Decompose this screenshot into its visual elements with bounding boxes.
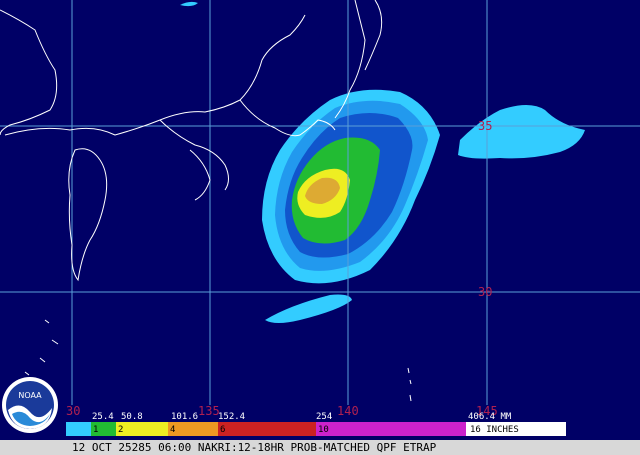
footer-text: 12 OCT 25285 06:00 NAKRI:12-18HR PROB-MA… [72, 441, 437, 454]
map-shape [66, 422, 91, 436]
map-shape [0, 9, 58, 136]
mm-label: 254 [316, 412, 332, 422]
lon-label: 135 [198, 404, 220, 418]
inch-label: 16 INCHES [470, 425, 519, 435]
footer-bar [0, 440, 640, 455]
map-shape [458, 105, 585, 159]
map-shape [180, 1, 198, 7]
inch-label: 6 [220, 425, 225, 435]
graticule [0, 0, 640, 420]
map-shape [305, 177, 340, 204]
mm-label: 101.6 [171, 412, 198, 422]
lon-label: 145 [476, 404, 498, 418]
map-shape [159, 119, 229, 191]
map-shape [24, 319, 412, 402]
map-shape [91, 422, 116, 436]
mm-label: 25.4 [92, 412, 114, 422]
lon-label: 30 [66, 404, 80, 418]
map-shape [4, 14, 306, 136]
noaa-logo: NOAA [2, 377, 58, 433]
map-shape [239, 99, 336, 137]
map-shape [189, 149, 211, 201]
logo-text: NOAA [18, 391, 42, 400]
coastlines [0, 0, 412, 402]
map-shape [316, 422, 466, 436]
map-shape [265, 294, 352, 323]
color-bar [66, 422, 566, 436]
map-shape [116, 422, 168, 436]
map-shape [218, 422, 316, 436]
mm-label: 152.4 [218, 412, 245, 422]
map-shape [168, 422, 218, 436]
map-shape [68, 148, 108, 282]
mm-label: 406.4 MM [468, 412, 512, 422]
mm-label: 50.8 [121, 412, 143, 422]
map-shape [334, 0, 366, 119]
lat-label: 35 [478, 119, 492, 133]
inch-label: 10 [318, 425, 329, 435]
inch-label: 2 [118, 425, 123, 435]
map-shape [466, 422, 566, 436]
rainfall-field [180, 1, 585, 323]
map-shape [364, 0, 383, 71]
inch-label: 1 [93, 425, 98, 435]
lat-label: 30 [478, 285, 492, 299]
inch-label: 4 [170, 425, 175, 435]
lon-label: 140 [337, 404, 359, 418]
map-shape [12, 411, 50, 426]
